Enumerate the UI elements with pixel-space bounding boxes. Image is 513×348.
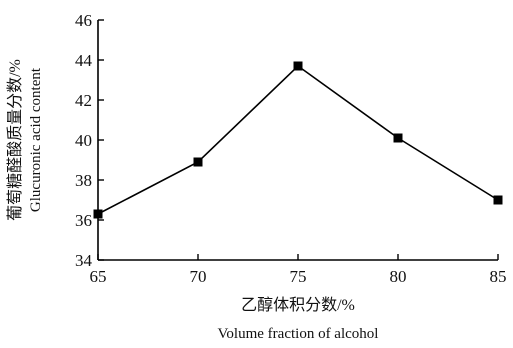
y-tick-label: 42	[75, 91, 92, 110]
data-point-marker	[193, 157, 203, 167]
y-ticks: 34 36 38 40 42 44 46	[75, 11, 104, 270]
data-point-marker	[293, 61, 303, 71]
y-tick-label: 46	[75, 11, 92, 30]
x-axis-title-cn: 乙醇体积分数/%	[241, 296, 355, 314]
x-tick-label: 70	[190, 267, 207, 286]
x-tick-label: 75	[290, 267, 307, 286]
y-tick-label: 38	[75, 171, 92, 190]
y-tick-label: 36	[75, 211, 92, 230]
y-tick-label: 34	[75, 251, 93, 270]
x-tick-label: 80	[390, 267, 407, 286]
y-axis-title-cn: 葡萄糖醛酸质量分数/%	[6, 59, 24, 221]
x-tick-label: 85	[490, 267, 507, 286]
data-point-marker	[393, 133, 403, 143]
y-tick-label: 40	[75, 131, 92, 150]
data-point-marker	[493, 195, 503, 205]
x-ticks: 65 70 75 80 85	[90, 254, 507, 286]
x-axis-title-en: Volume fraction of alcohol	[218, 326, 379, 342]
y-axis-title-en: Glucuronic acid content	[28, 67, 44, 212]
data-point-marker	[93, 209, 103, 219]
x-tick-label: 65	[90, 267, 107, 286]
series-markers	[93, 61, 503, 219]
y-tick-label: 44	[75, 51, 93, 70]
series-line	[97, 64, 499, 215]
